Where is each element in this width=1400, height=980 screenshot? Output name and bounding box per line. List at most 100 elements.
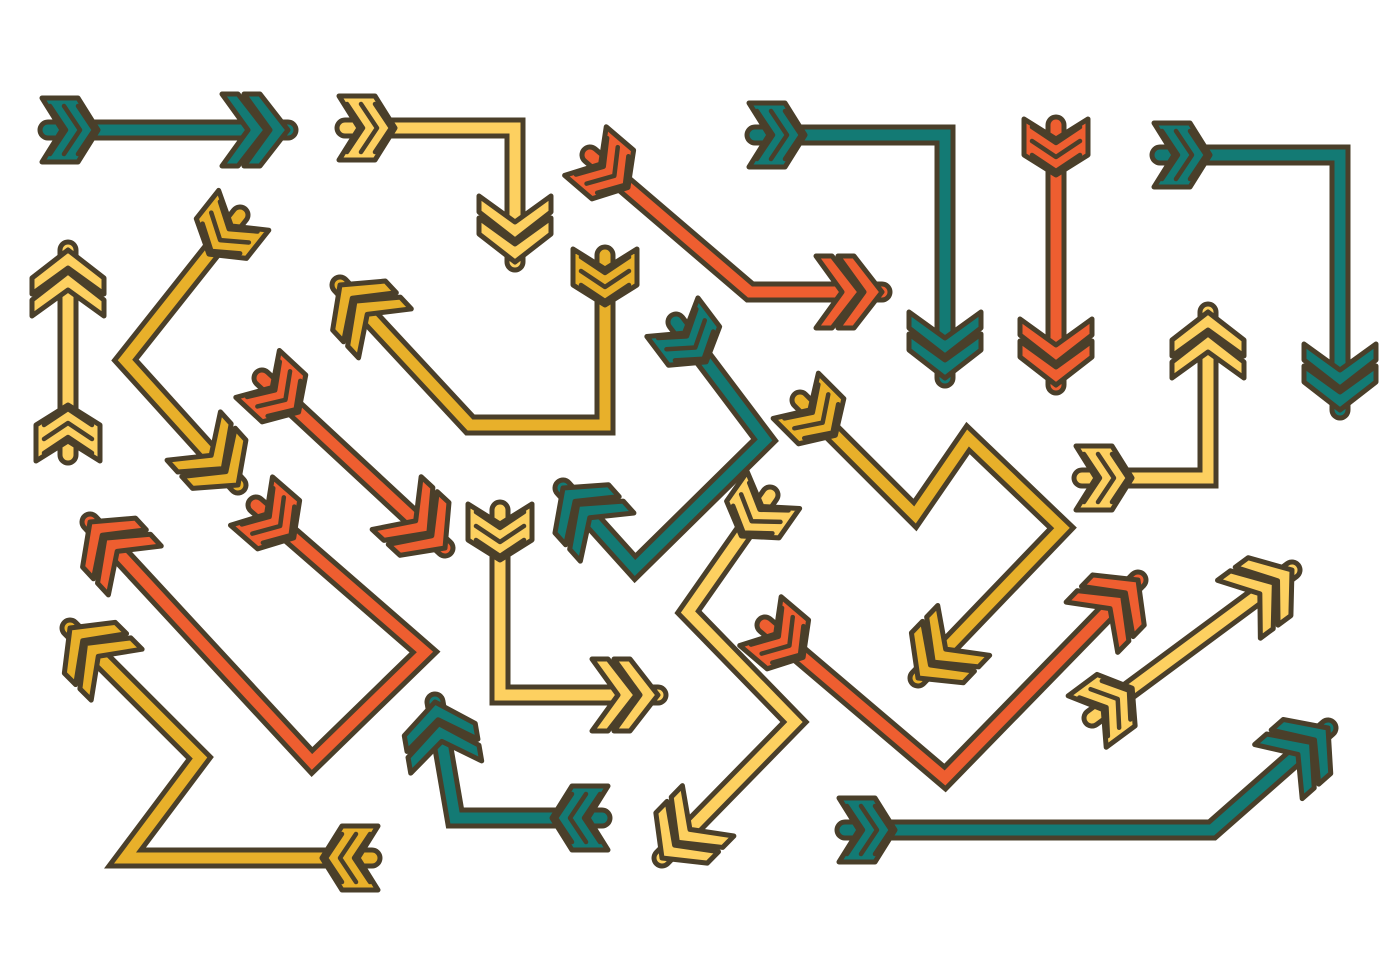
arrowhead xyxy=(589,656,661,734)
fletching-stripe xyxy=(801,401,841,441)
fletching xyxy=(746,100,808,170)
arrow-teal-down xyxy=(744,100,984,389)
arrow-sand-up xyxy=(1071,301,1247,513)
arrowhead-back xyxy=(589,656,639,734)
fletching-stripe xyxy=(217,199,260,234)
arrow-sand-down xyxy=(334,93,554,273)
fletching xyxy=(33,402,103,464)
arrow-gold-up-left xyxy=(59,617,383,893)
arrowhead-back xyxy=(77,635,145,703)
fletching-stripe xyxy=(567,791,589,845)
fletching-stripe xyxy=(738,492,783,525)
fletching-stripe xyxy=(323,831,345,885)
fletching xyxy=(570,246,640,308)
arrow-sand-up xyxy=(29,239,107,466)
fletching-stripe xyxy=(473,523,527,545)
arrow-teal-down-left xyxy=(552,295,779,584)
arrowhead-back xyxy=(369,474,436,543)
fletching-body xyxy=(233,347,309,425)
arrowhead-back xyxy=(29,269,107,319)
fletching-stripe xyxy=(573,135,610,177)
arrowhead-front xyxy=(1079,572,1147,640)
fletching-body xyxy=(562,124,637,202)
arrowhead xyxy=(1063,572,1147,655)
arrowhead xyxy=(476,193,554,265)
arrow-shaft xyxy=(584,149,888,298)
arrowhead xyxy=(653,783,737,866)
fletching-stripe xyxy=(1109,451,1131,505)
arrowhead-front xyxy=(80,515,149,582)
arrowhead-front xyxy=(1268,716,1334,787)
arrowhead-front xyxy=(179,425,249,491)
fletching-stripe xyxy=(672,329,716,363)
arrow-shaft xyxy=(64,622,378,864)
arrowhead xyxy=(369,474,452,558)
arrow-orange-down-right xyxy=(233,347,456,559)
arrowhead xyxy=(219,91,291,169)
arrowhead-front xyxy=(552,482,622,548)
arrowhead-front xyxy=(476,215,554,265)
fletching-stripe xyxy=(578,282,632,304)
fletching-stripe xyxy=(41,434,95,456)
fletching-stripe xyxy=(473,537,527,559)
arrowhead-back xyxy=(345,294,414,361)
fletching xyxy=(724,469,803,541)
arrowhead-back xyxy=(476,193,554,243)
arrowhead xyxy=(1301,341,1379,413)
arrow-shaft xyxy=(839,722,1334,836)
fletching-stripe xyxy=(730,503,775,536)
arrowhead-back xyxy=(813,253,863,331)
fletching-stripe xyxy=(754,108,776,162)
fletching xyxy=(1065,671,1138,750)
arrow-group xyxy=(29,91,1379,893)
fletching-stripe xyxy=(578,254,632,276)
arrowhead xyxy=(164,409,249,491)
arrowhead-front xyxy=(1232,555,1295,628)
arrowhead xyxy=(1017,316,1095,388)
arrowhead-back xyxy=(567,498,637,564)
arrowhead-back xyxy=(1063,588,1132,655)
arrow-shaft xyxy=(656,489,803,864)
fletching-stripe xyxy=(255,369,293,409)
arrowhead xyxy=(330,278,414,361)
arrow-orange-down xyxy=(1017,114,1095,396)
arrow-sand-right xyxy=(465,499,669,734)
fletching xyxy=(233,347,309,425)
arrow-shaft xyxy=(749,129,951,384)
arrow-teal-up-right xyxy=(834,716,1339,865)
fletching-stripe xyxy=(553,791,575,845)
fletching xyxy=(1021,116,1091,178)
arrowhead-back xyxy=(164,409,234,475)
arrowhead-back xyxy=(1169,331,1247,381)
arrowhead xyxy=(401,699,485,776)
fletching-stripe xyxy=(344,101,366,155)
fletching-stripe xyxy=(782,108,804,162)
fletching-stripe xyxy=(792,392,831,431)
fletching-stripe xyxy=(655,306,699,341)
arrowhead-front xyxy=(653,798,722,866)
fletching-stripe xyxy=(1081,451,1103,505)
arrowhead-back xyxy=(924,602,993,670)
fletching-stripe xyxy=(260,504,297,546)
arrowhead-front xyxy=(241,91,291,169)
arrowhead xyxy=(1215,555,1295,641)
fletching-stripe xyxy=(239,485,276,527)
fletching-stripe xyxy=(265,378,303,419)
fletching xyxy=(1073,443,1135,513)
arrowhead-back xyxy=(1252,731,1317,802)
arrow-shaft xyxy=(334,249,611,431)
arrowhead xyxy=(552,482,637,564)
arrowhead-back xyxy=(405,721,485,776)
fletching-stripe xyxy=(250,495,287,536)
fletching-stripe xyxy=(1077,695,1111,739)
arrow-teal-up xyxy=(401,691,613,853)
arrowhead-front xyxy=(906,331,984,381)
fletching-stripe xyxy=(358,101,380,155)
arrow-shaft xyxy=(339,122,521,268)
fletching-stripe xyxy=(41,420,95,442)
arrowhead-front xyxy=(330,278,399,345)
fletching-stripe xyxy=(1099,678,1133,722)
arrowhead-back xyxy=(95,531,164,598)
fletching-body xyxy=(227,474,303,552)
